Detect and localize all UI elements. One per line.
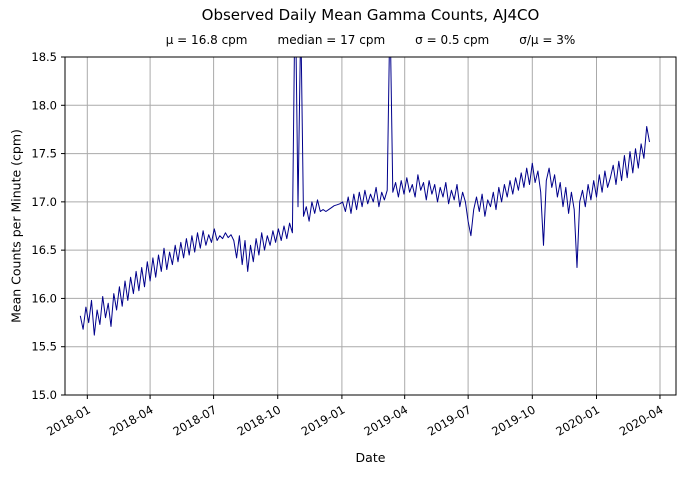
y-tick-label: 16.0: [31, 291, 57, 305]
data-line: [79, 57, 650, 336]
y-tick-label: 18.5: [31, 50, 57, 64]
chart-stats-line: μ = 16.8 cpm median = 17 cpm σ = 0.5 cpm…: [65, 33, 676, 47]
x-tick-label: 2019-01: [299, 402, 348, 438]
y-axis-label: Mean Counts per Minute (cpm): [8, 129, 24, 323]
y-tick-label: 17.5: [31, 147, 57, 161]
stat-median: median = 17 cpm: [277, 33, 386, 47]
x-tick-label: 2018-01: [44, 402, 93, 438]
x-tick-label: 2019-07: [425, 402, 474, 438]
stat-mean: μ = 16.8 cpm: [165, 33, 248, 47]
x-axis-label: Date: [355, 450, 386, 465]
y-tick-label: 15.0: [31, 388, 57, 402]
x-tick-label: 2019-10: [489, 402, 538, 438]
chart-title: Observed Daily Mean Gamma Counts, AJ4CO: [201, 6, 540, 24]
x-tick-label: 2018-07: [170, 402, 219, 438]
y-tick-label: 16.5: [31, 243, 57, 257]
x-tick-label: 2018-04: [107, 402, 156, 438]
x-tick-label: 2019-04: [362, 402, 411, 438]
plot-border: [64, 56, 677, 396]
y-tick-label: 15.5: [31, 340, 57, 354]
stat-sigma: σ = 0.5 cpm: [415, 33, 490, 47]
y-tick-label: 17.0: [31, 195, 57, 209]
stat-sigma-over-mu: σ/μ = 3%: [519, 33, 576, 47]
x-tick-label: 2020-01: [553, 402, 602, 438]
x-tick-label: 2020-04: [617, 402, 666, 438]
x-tick-label: 2018-10: [235, 402, 284, 438]
y-tick-label: 18.0: [31, 98, 57, 112]
